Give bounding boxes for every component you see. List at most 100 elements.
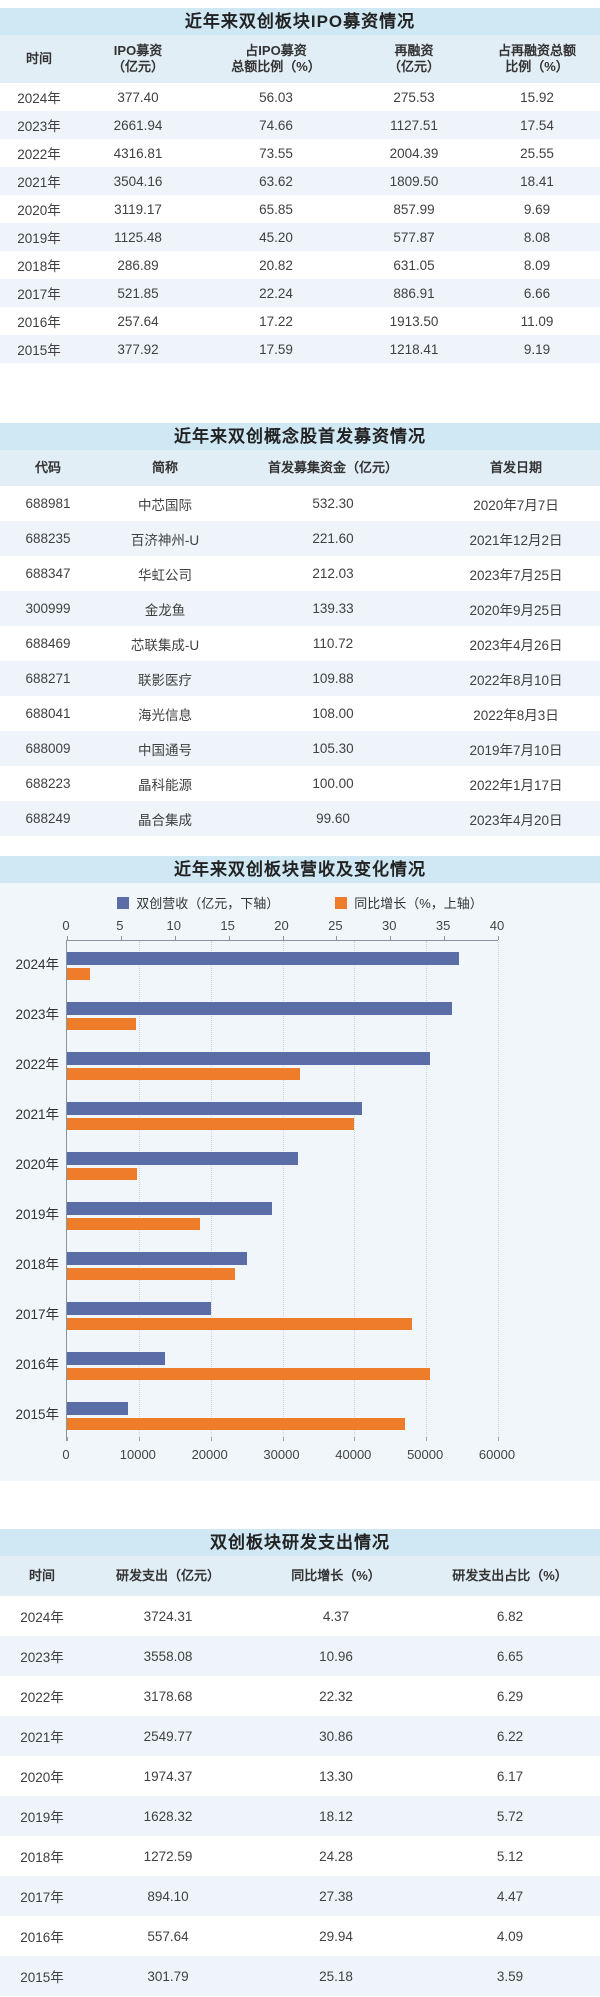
table-cell: 894.10 — [147, 1888, 189, 1904]
table-cell: 2024年 — [17, 91, 61, 106]
revenue-bar — [67, 1252, 247, 1265]
table-row: 2019年 1628.32 18.12 5.72 — [0, 1796, 600, 1836]
bottom-axis-tick — [282, 1437, 284, 1441]
table-cell: 688041 — [25, 706, 71, 721]
growth-bar — [67, 1318, 412, 1330]
top-axis-tick — [67, 936, 68, 940]
top-axis-tick — [120, 936, 122, 940]
legend-label: 同比增长（%，上轴） — [354, 896, 483, 911]
table-cell: 56.03 — [259, 89, 293, 105]
legend-item: 双创营收（亿元，下轴） — [117, 893, 279, 912]
top-axis-tick — [336, 936, 338, 940]
table-header-cell: 首发募集资金（亿元） — [267, 460, 398, 475]
table-cell: 300999 — [25, 601, 71, 616]
table-cell: 109.88 — [312, 671, 354, 686]
growth-bar — [67, 1018, 136, 1030]
top-margin — [0, 0, 600, 8]
table-cell: 2023年4月20日 — [469, 812, 563, 828]
rnd-section-title: 双创板块研发支出情况 — [0, 1529, 600, 1556]
table-cell: 3119.17 — [114, 201, 162, 217]
table-row: 2023年 3558.08 10.96 6.65 — [0, 1636, 600, 1676]
table-header-cell: 再融资 （亿元） — [387, 43, 440, 74]
table-cell: 110.72 — [312, 636, 354, 651]
table-cell: 74.66 — [259, 117, 293, 133]
revenue-bar — [67, 952, 460, 965]
table-header-cell: 简称 — [151, 460, 178, 475]
table-cell: 2022年 — [17, 147, 61, 162]
table-cell: 2023年7月25日 — [469, 567, 563, 583]
gridline — [210, 941, 212, 1441]
table-cell: 25.18 — [319, 1968, 353, 1984]
table-cell: 275.53 — [393, 89, 435, 105]
year-label: 2017年 — [15, 1307, 59, 1322]
table-cell: 17.59 — [259, 341, 293, 357]
table-row: 688469 芯联集成-U 110.72 2023年4月26日 — [0, 626, 600, 661]
top-axis-tick — [390, 936, 392, 940]
table-cell: 2023年 — [20, 1650, 64, 1665]
table-cell: 晶合集成 — [138, 812, 192, 828]
table-row: 688041 海光信息 108.00 2022年8月3日 — [0, 696, 600, 731]
table-cell: 24.28 — [319, 1848, 353, 1864]
table-cell: 晶科能源 — [138, 777, 192, 793]
table-row: 2021年 2549.77 30.86 6.22 — [0, 1716, 600, 1756]
table-row: 2018年 286.89 20.82 631.05 8.09 — [0, 251, 600, 279]
top-axis-tick-label: 15 — [220, 918, 235, 933]
table-row: 300999 金龙鱼 139.33 2020年9月25日 — [0, 591, 600, 626]
table-cell: 100.00 — [312, 776, 354, 791]
gridline — [354, 941, 356, 1441]
revenue-growth-chart: 双创营收（亿元，下轴） 同比增长（%，上轴） 0 5 10 15 20 25 30 35 40 2… — [0, 883, 600, 1481]
rnd-spending-table: 时间 研发支出（亿元） 同比增长（%） 研发支出占比（%） 2024年 3724.31 4.… — [0, 1556, 600, 1996]
year-label: 2020年 — [15, 1157, 59, 1172]
table-row: 2024年 377.40 56.03 275.53 15.92 — [0, 83, 600, 111]
table-cell: 286.89 — [117, 257, 159, 273]
ipo-fundraising-section: 近年来双创板块IPO募资情况 时间 IPO募资 （亿元） 占IPO募资 总额比例（%… — [0, 8, 600, 363]
growth-bar — [67, 1118, 354, 1130]
table-cell: 1218.41 — [389, 341, 439, 357]
top-axis-tick — [282, 936, 284, 940]
revenue-bar — [67, 1152, 298, 1165]
year-label: 2023年 — [15, 1007, 59, 1022]
table-cell: 1628.32 — [143, 1808, 193, 1824]
table-cell: 2023年 — [17, 119, 61, 134]
table-cell: 688469 — [25, 636, 71, 651]
top-axis-tick-label: 10 — [166, 918, 181, 933]
table-cell: 2017年 — [17, 287, 61, 302]
table-cell: 2015年 — [20, 1970, 64, 1985]
table-header-cell: 占IPO募资 总额比例（%） — [231, 43, 321, 74]
chart-title: 近年来双创板块营收及变化情况 — [0, 856, 600, 883]
growth-bar — [67, 1218, 200, 1230]
growth-legend-swatch — [335, 896, 348, 909]
table-cell: 2019年7月10日 — [469, 742, 563, 758]
table-cell: 2549.77 — [143, 1728, 193, 1744]
table-cell: 2015年 — [17, 343, 61, 358]
top-axis-tick-label: 30 — [382, 918, 397, 933]
table-cell: 688347 — [25, 566, 71, 581]
table-row: 2017年 894.10 27.38 4.47 — [0, 1876, 600, 1916]
year-label: 2016年 — [15, 1357, 59, 1372]
table-cell: 百济神州-U — [130, 532, 200, 548]
table-cell: 2021年12月2日 — [469, 532, 563, 548]
bottom-axis-tick — [210, 1437, 212, 1441]
table-cell: 27.38 — [319, 1888, 353, 1904]
table-header-row: 代码 简称 首发募集资金（亿元） 首发日期 — [0, 450, 600, 486]
growth-bar — [67, 1068, 300, 1080]
growth-bar — [67, 1168, 138, 1180]
table-cell: 2021年 — [20, 1730, 64, 1745]
table-cell: 857.99 — [393, 201, 435, 217]
table-header-cell: 同比增长（%） — [291, 1568, 381, 1583]
table-header-row: 时间 IPO募资 （亿元） 占IPO募资 总额比例（%） 再融资 （亿元） 占再融资总额… — [0, 35, 600, 83]
top-axis-tick-label: 5 — [116, 918, 124, 933]
table-cell: 1125.48 — [114, 229, 162, 245]
bottom-axis-tick — [498, 1437, 499, 1441]
table-cell: 中国通号 — [138, 742, 192, 758]
table-header-row: 时间 研发支出（亿元） 同比增长（%） 研发支出占比（%） — [0, 1556, 600, 1596]
year-label: 2018年 — [15, 1257, 59, 1272]
bottom-axis: 0 10000 20000 30000 40000 50000 60000 — [62, 1441, 515, 1471]
table-cell: 2018年 — [17, 259, 61, 274]
table-cell: 688223 — [25, 776, 71, 791]
top-axis-tick-label: 35 — [435, 918, 451, 933]
table-row: 2016年 557.64 29.94 4.09 — [0, 1916, 600, 1956]
bottom-axis-tick-label: 60000 — [478, 1447, 516, 1462]
table-cell: 6.66 — [523, 285, 551, 301]
table-header-cell: IPO募资 （亿元） — [111, 43, 164, 74]
